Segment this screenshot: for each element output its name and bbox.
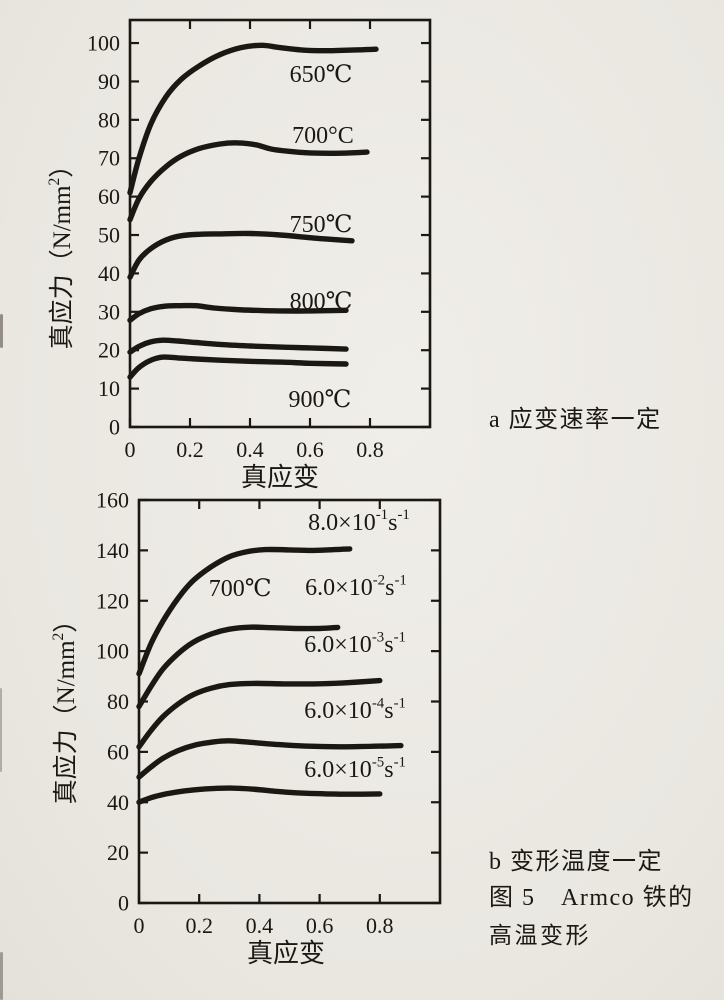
curve-650℃	[127, 42, 379, 196]
curve-800℃	[127, 302, 349, 323]
curve-900℃	[127, 354, 349, 380]
curve-700°C	[127, 140, 370, 223]
x-tick-label: 0	[134, 913, 145, 938]
curve-label-6.0×10⁻³s⁻¹: 6.0×10-3s-1	[304, 629, 406, 658]
curve-series-4	[127, 337, 349, 355]
x-axis-title: 真应变	[247, 939, 325, 968]
x-tick-label: 0	[125, 437, 136, 462]
y-tick-label: 0	[118, 891, 129, 916]
x-tick-label: 0.6	[296, 437, 324, 462]
y-tick-label: 40	[98, 261, 120, 286]
chart-annotation-0: 700℃	[209, 576, 272, 602]
figure-caption-line1: 图 5 Armco 铁的	[489, 885, 694, 911]
y-tick-label: 10	[98, 376, 120, 401]
x-tick-label: 0.6	[306, 913, 334, 938]
y-tick-label: 0	[109, 415, 120, 440]
curve-label-800℃: 800℃	[290, 289, 353, 315]
y-tick-label: 100	[96, 639, 129, 664]
scan-artifact	[0, 688, 2, 772]
y-tick-label: 80	[98, 107, 120, 132]
y-tick-label: 70	[98, 146, 120, 171]
curve-label-6.0×10⁻⁵s⁻¹: 6.0×10-5s-1	[304, 754, 406, 783]
y-tick-label: 50	[98, 223, 120, 248]
curve-label-6.0×10⁻²s⁻¹: 6.0×10-2s-1	[305, 572, 407, 601]
y-axis-title: 真应力（N/mm2）	[46, 153, 76, 350]
y-axis-title: 真应力（N/mm2）	[50, 608, 80, 805]
y-tick-label: 80	[107, 689, 129, 714]
y-tick-label: 60	[98, 184, 120, 209]
y-tick-label: 140	[96, 538, 129, 563]
y-tick-label: 40	[107, 790, 129, 815]
curve-6.0×10⁻⁵s⁻¹	[136, 785, 383, 805]
x-tick-label: 0.8	[366, 913, 394, 938]
curve-label-8.0×10⁻¹s⁻¹: 8.0×10-1s-1	[308, 507, 410, 536]
panel-b-caption: b 变形温度一定	[489, 849, 663, 875]
y-tick-label: 20	[107, 840, 129, 865]
panel-a-caption: a 应变速率一定	[489, 407, 662, 433]
y-tick-label: 100	[87, 31, 120, 56]
x-tick-label: 0.8	[356, 437, 384, 462]
y-tick-label: 60	[107, 739, 129, 764]
y-tick-label: 160	[96, 488, 129, 513]
x-tick-label: 0.4	[236, 437, 264, 462]
curve-750℃	[127, 230, 355, 280]
axis-box	[128, 18, 432, 429]
curve-6.0×10⁻²s⁻¹	[136, 624, 341, 710]
curve-label-6.0×10⁻⁴s⁻¹: 6.0×10-4s-1	[304, 695, 406, 724]
figure-caption-line2: 高温变形	[489, 923, 591, 948]
y-tick-label: 90	[98, 69, 120, 94]
y-tick-label: 30	[98, 299, 120, 324]
x-tick-label: 0.2	[176, 437, 204, 462]
x-tick-label: 0.2	[185, 913, 213, 938]
x-axis-title: 真应变	[241, 463, 319, 492]
curve-label-750℃: 750℃	[290, 212, 353, 238]
curve-label-900℃: 900℃	[288, 387, 351, 413]
scan-artifact	[0, 952, 3, 1000]
x-tick-label: 0.4	[246, 913, 274, 938]
curve-6.0×10⁻⁴s⁻¹	[136, 738, 404, 780]
curve-label-650℃: 650℃	[290, 62, 353, 88]
y-tick-label: 120	[96, 588, 129, 613]
curve-label-700°C: 700°C	[292, 123, 354, 149]
curve-8.0×10⁻¹s⁻¹	[136, 546, 353, 677]
scan-artifact	[0, 314, 3, 348]
y-tick-label: 20	[98, 338, 120, 363]
curve-6.0×10⁻³s⁻¹	[136, 677, 383, 750]
